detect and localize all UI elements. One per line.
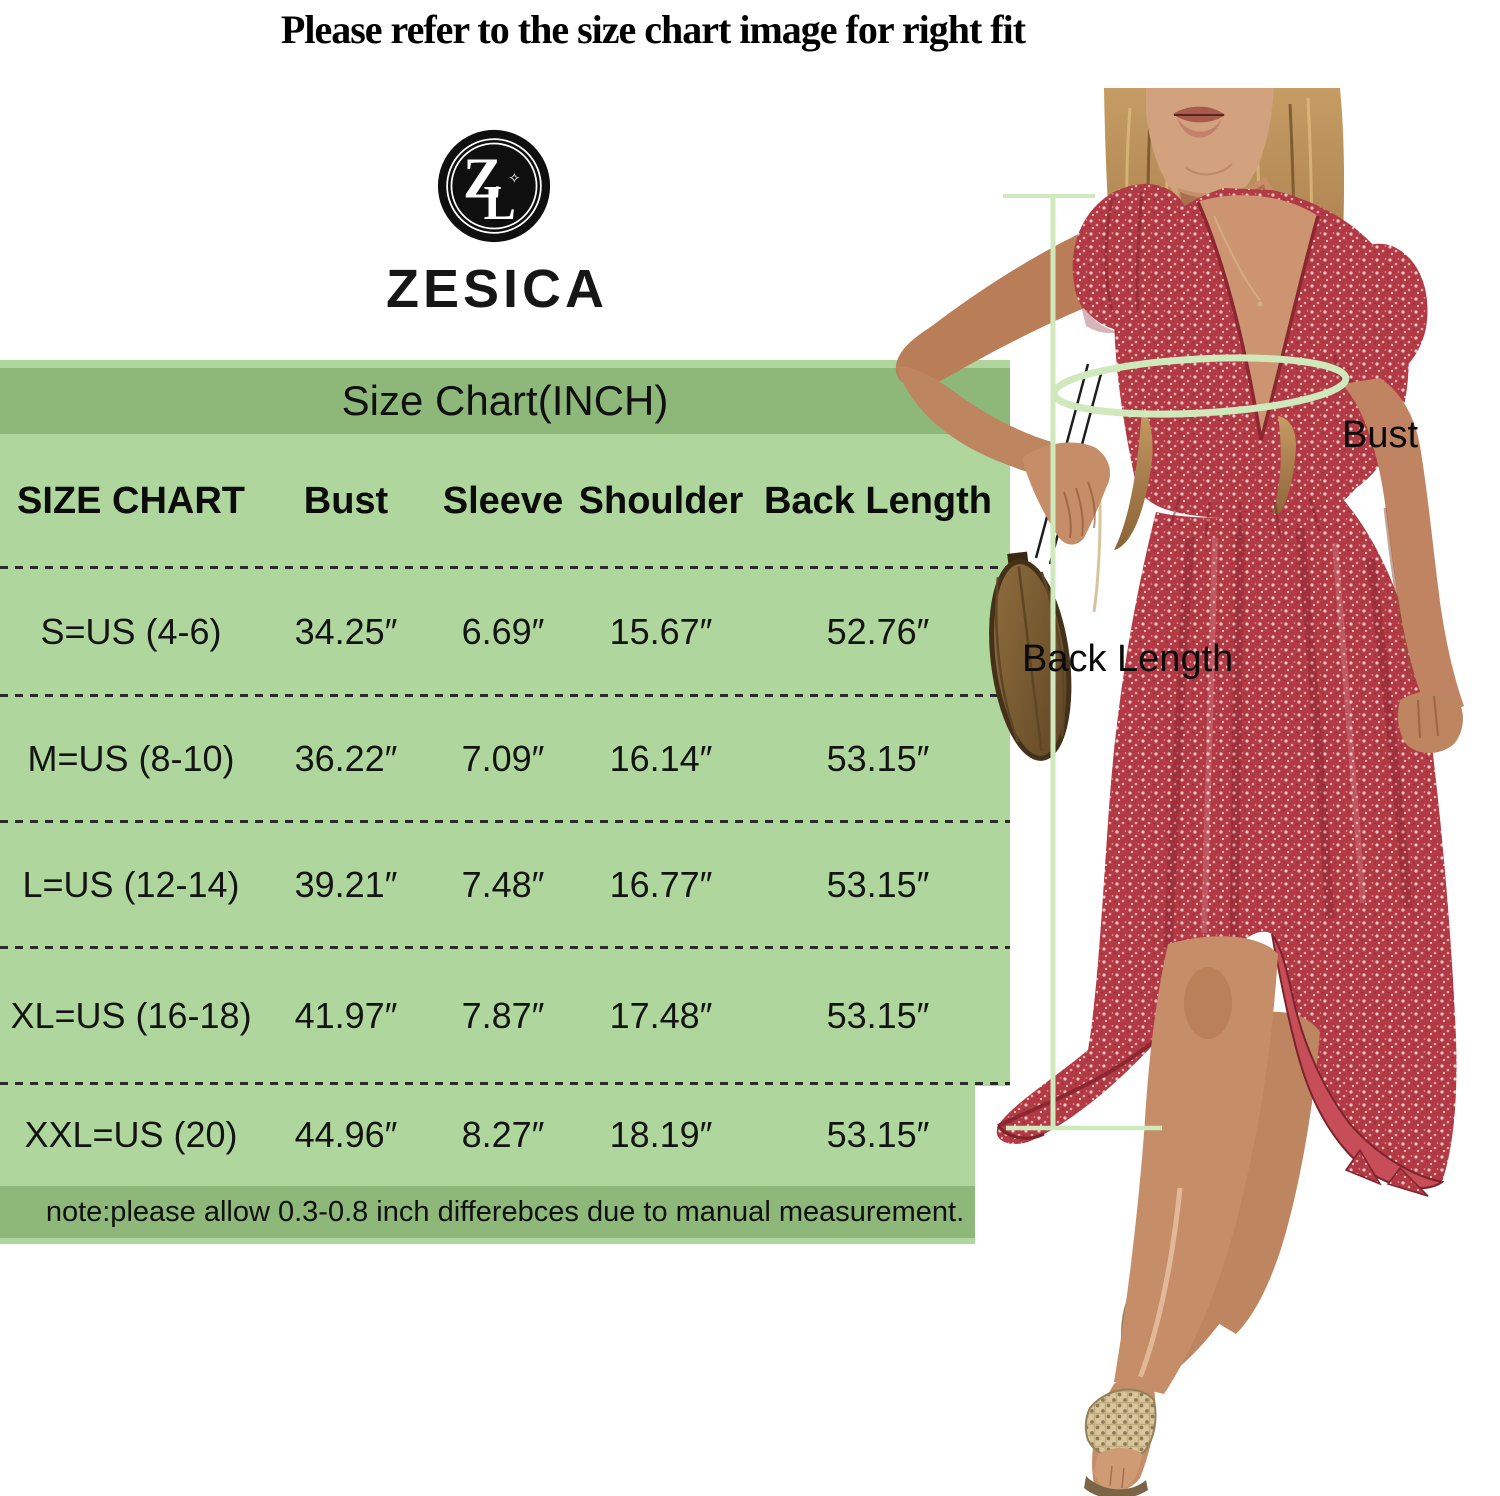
cell-bust: 36.22″ xyxy=(294,738,398,779)
cell-sleeve: 7.48″ xyxy=(461,864,545,905)
cell-shoulder: 17.48″ xyxy=(609,995,713,1036)
cell-back-length: 53.15″ xyxy=(826,864,930,905)
bust-annotation-label: Bust xyxy=(1342,414,1419,456)
wooden-bag xyxy=(989,551,1072,761)
model-left-forearm-hand xyxy=(896,366,1111,545)
cell-sleeve: 7.87″ xyxy=(461,995,545,1036)
column-header-shoulder: Shoulder xyxy=(578,479,744,522)
model-right-arm xyxy=(1342,378,1464,753)
svg-text:✧: ✧ xyxy=(508,171,520,187)
model-left-upper-arm xyxy=(895,226,1096,387)
table-row: XL=US (16-18) 41.97″ 7.87″ 17.48″ 53.15″ xyxy=(0,946,1010,1084)
cell-shoulder: 16.14″ xyxy=(609,738,713,779)
column-header-back-length: Back Length xyxy=(763,479,993,522)
cell-bust: 34.25″ xyxy=(294,611,398,652)
dress-bodice xyxy=(1114,188,1409,519)
model-face xyxy=(1146,88,1274,205)
size-chart-table: Size Chart(INCH) SIZE CHART Bust Sleeve … xyxy=(0,360,1010,1244)
cell-back-length: 52.76″ xyxy=(826,611,930,652)
dress-sleeves xyxy=(1072,183,1428,390)
table-row: L=US (12-14) 39.21″ 7.48″ 16.77″ 53.15″ xyxy=(0,820,1010,948)
cell-bust: 41.97″ xyxy=(294,995,398,1036)
dress-skirt xyxy=(996,495,1457,1182)
table-row: M=US (8-10) 36.22″ 7.09″ 16.14″ 53.15″ xyxy=(0,694,1010,822)
cell-shoulder: 15.67″ xyxy=(609,611,713,652)
column-header-size: SIZE CHART xyxy=(17,479,245,522)
cell-size: S=US (4-6) xyxy=(40,611,222,652)
table-row: S=US (4-6) 34.25″ 6.69″ 15.67″ 52.76″ xyxy=(0,566,1010,696)
cell-sleeve: 8.27″ xyxy=(461,1114,545,1155)
cell-shoulder: 18.19″ xyxy=(609,1114,713,1155)
cell-sleeve: 6.69″ xyxy=(461,611,545,652)
model-front-leg xyxy=(1084,936,1278,1496)
table-row: XXL=US (20) 44.96″ 8.27″ 18.19″ 53.15″ xyxy=(0,1082,1010,1186)
column-header-bust: Bust xyxy=(303,479,389,522)
brand-name: ZESICA xyxy=(385,259,609,319)
cell-back-length: 53.15″ xyxy=(826,1114,930,1155)
cell-size: XL=US (16-18) xyxy=(10,995,252,1036)
page-title: Please refer to the size chart image for… xyxy=(280,7,1026,52)
svg-text:L: L xyxy=(484,177,516,230)
front-sandal xyxy=(1084,1388,1157,1460)
cell-size: XXL=US (20) xyxy=(24,1114,238,1155)
svg-text:Z: Z xyxy=(463,146,502,211)
model-hair-strands xyxy=(1114,408,1296,550)
table-heading: Size Chart(INCH) xyxy=(0,368,1010,434)
cell-back-length: 53.15″ xyxy=(826,738,930,779)
cell-shoulder: 16.77″ xyxy=(609,864,713,905)
table-column-headers: SIZE CHART Bust Sleeve Shoulder Back Len… xyxy=(0,434,1010,568)
zesica-logo-icon: Z L ✧ xyxy=(437,129,551,243)
measurement-overlays xyxy=(1003,194,1350,1131)
cell-size: L=US (12-14) xyxy=(22,864,240,905)
cell-size: M=US (8-10) xyxy=(27,738,235,779)
column-header-sleeve: Sleeve xyxy=(442,479,564,522)
bust-measure-ellipse xyxy=(1050,354,1350,418)
cell-back-length: 53.15″ xyxy=(826,995,930,1036)
cell-bust: 39.21″ xyxy=(294,864,398,905)
table-note: note:please allow 0.3-0.8 inch differebc… xyxy=(0,1186,1010,1238)
table-rows: S=US (4-6) 34.25″ 6.69″ 15.67″ 52.76″ M=… xyxy=(0,566,1010,1186)
model-photo xyxy=(895,88,1464,1496)
cell-bust: 44.96″ xyxy=(294,1114,398,1155)
cell-sleeve: 7.09″ xyxy=(461,738,545,779)
back-length-annotation-label: Back Length xyxy=(1022,638,1234,680)
